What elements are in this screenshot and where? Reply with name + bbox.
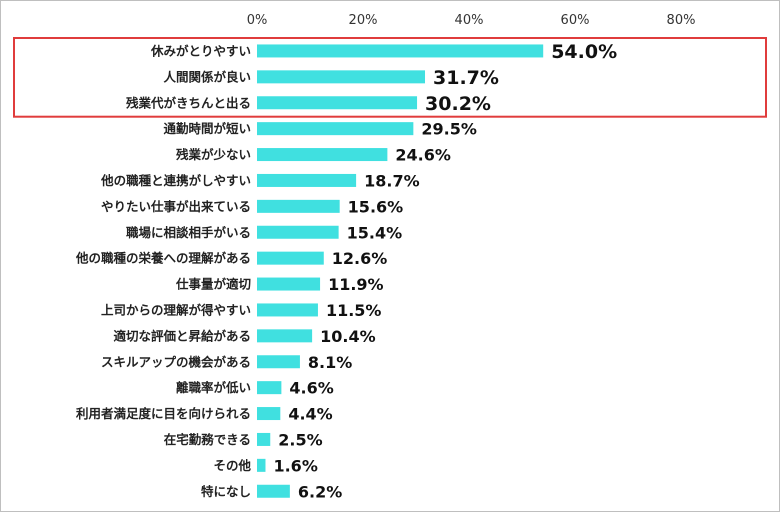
bar [257, 96, 418, 110]
category-label: 休みがとりやすい [150, 43, 251, 58]
x-tick-label: 40% [455, 13, 484, 28]
category-label: その他 [213, 458, 251, 473]
category-label: 残業代がきちんと出る [126, 95, 251, 110]
category-label: 他の職種の栄養への理解がある [75, 251, 251, 266]
bar [257, 173, 357, 187]
bar [257, 251, 324, 265]
bar [257, 199, 340, 213]
data-label: 54.0% [551, 41, 617, 63]
bars [257, 44, 544, 498]
bar [257, 484, 290, 498]
x-axis-ticks: 0% 20% 40% 60% 80% [247, 13, 696, 28]
category-label: 離職率が低い [176, 380, 251, 395]
category-label: 人間関係が良い [163, 69, 251, 84]
bar [257, 277, 321, 291]
x-tick-label: 60% [561, 13, 590, 28]
data-label: 8.1% [308, 353, 352, 372]
x-tick-label: 20% [349, 13, 378, 28]
data-label: 4.6% [289, 379, 333, 398]
bar [257, 148, 388, 162]
category-label: 通勤時間が短い [163, 121, 251, 136]
data-label: 15.4% [347, 223, 403, 242]
x-tick-label: 0% [247, 13, 268, 28]
x-tick-label: 80% [667, 13, 696, 28]
category-label: 職場に相談相手がいる [126, 225, 251, 240]
category-label: 適切な評価と昇給がある [113, 328, 251, 343]
data-label: 10.4% [320, 327, 376, 346]
bar [257, 329, 313, 343]
data-label: 12.6% [332, 249, 388, 268]
data-label: 24.6% [395, 146, 451, 165]
data-label: 11.9% [328, 275, 384, 294]
category-label: 他の職種と連携がしやすい [100, 173, 251, 188]
data-label: 6.2% [298, 482, 342, 501]
data-label: 2.5% [278, 430, 322, 449]
category-label: スキルアップの機会がある [101, 354, 251, 369]
bar [257, 458, 266, 472]
bar [257, 225, 339, 239]
category-label: 残業が少ない [176, 147, 251, 162]
bar [257, 407, 281, 421]
bar [257, 355, 300, 369]
category-labels: 休みがとりやすい人間関係が良い残業代がきちんと出る通勤時間が短い残業が少ない他の… [75, 43, 252, 498]
bar [257, 303, 318, 317]
data-label: 18.7% [364, 171, 420, 190]
value-labels: 54.0% 31.7% 30.2% 29.5% 24.6% 18.7% 15.6% 15.4%… [273, 41, 617, 501]
category-label: 特になし [201, 484, 251, 499]
category-label: 利用者満足度に目を向けられる [76, 406, 251, 421]
data-label: 31.7% [433, 67, 499, 89]
category-label: 上司からの理解が得やすい [101, 302, 251, 317]
data-label: 4.4% [288, 405, 332, 424]
data-label: 11.5% [326, 301, 382, 320]
data-label: 15.6% [348, 197, 404, 216]
data-label: 1.6% [273, 456, 317, 475]
data-label: 30.2% [425, 93, 491, 115]
data-label: 29.5% [421, 120, 477, 139]
bar [257, 381, 282, 395]
bar [257, 44, 544, 58]
category-label: 仕事量が適切 [175, 277, 251, 292]
bar [257, 70, 426, 84]
category-label: 在宅勤務できる [164, 432, 251, 447]
bar [257, 122, 414, 136]
bar [257, 432, 271, 446]
highlight-box [13, 37, 767, 118]
category-label: やりたい仕事が出来ている [101, 199, 251, 214]
